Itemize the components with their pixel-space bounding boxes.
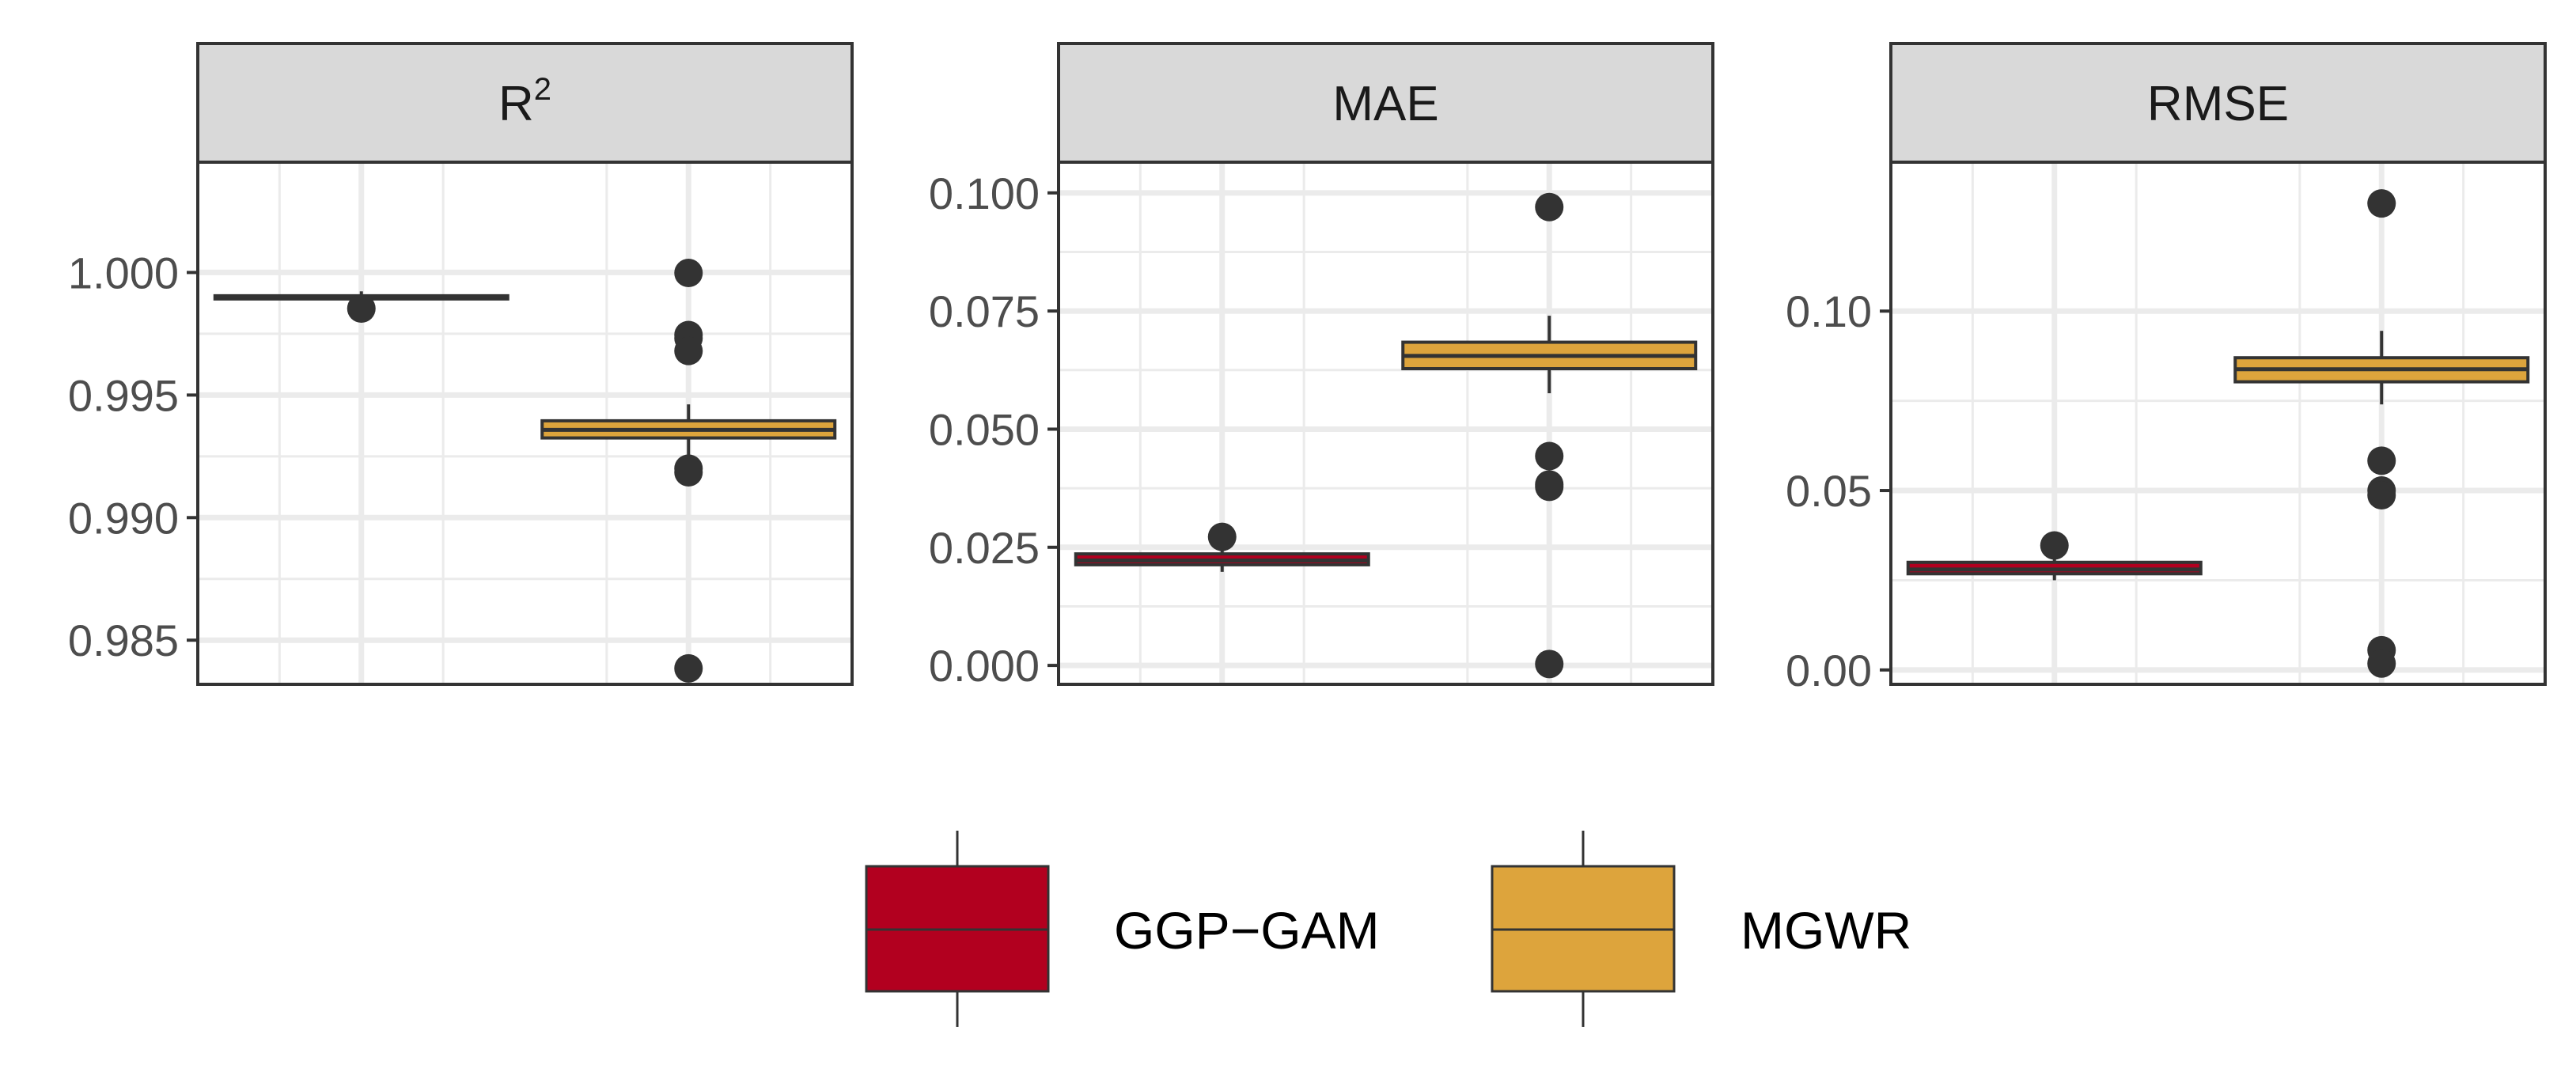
y-tick-label: 0.05 <box>1786 466 1872 516</box>
legend-label: MGWR <box>1741 901 1911 960</box>
strip-background <box>1057 42 1714 164</box>
facet-title: MAE <box>1332 77 1438 131</box>
legend-item: MGWR <box>1491 831 1911 1027</box>
facet-title-superscript: 2 <box>534 72 551 107</box>
panel-background <box>1059 162 1713 684</box>
y-tick-label: 0.075 <box>929 286 1040 336</box>
outlier-point <box>1535 472 1564 502</box>
outlier-point <box>1535 441 1564 471</box>
box-ggp-gam <box>1074 522 1370 572</box>
y-tick-label: 0.050 <box>929 404 1040 454</box>
outlier-point <box>2040 531 2069 560</box>
outlier-point <box>2367 649 2396 678</box>
y-tick-label: 0.100 <box>929 169 1040 218</box>
legend-label: GGP−GAM <box>1114 901 1380 960</box>
panel-background <box>1891 162 2545 684</box>
box-ggp-gam <box>1906 531 2203 581</box>
y-tick-label: 0.995 <box>68 370 179 420</box>
outlier-point <box>2367 446 2396 475</box>
facet-mae: 0.000 0.025 0.050 0.075 0.100 MAE <box>929 42 1714 691</box>
strip-background <box>1889 42 2547 164</box>
facet-title: RMSE <box>2147 77 2289 131</box>
outlier-point <box>2367 480 2396 509</box>
y-tick-label: 0.000 <box>929 641 1040 691</box>
box-mgwr <box>1401 192 1698 679</box>
box-mgwr <box>2233 189 2530 678</box>
outlier-point <box>674 259 703 288</box>
outlier-point <box>1535 650 1564 679</box>
y-tick-label: 0.00 <box>1786 646 1872 695</box>
box-mgwr <box>540 259 837 683</box>
outlier-point <box>347 294 376 323</box>
y-tick-label: 0.985 <box>68 615 179 665</box>
facet-panels: 0.9850.9900.9951.000R20.0000.0250.0500.0… <box>68 42 2547 695</box>
legend-item: GGP−GAM <box>865 831 1380 1027</box>
outlier-point <box>674 336 703 365</box>
outlier-point <box>2367 189 2396 218</box>
outlier-point <box>1207 522 1237 551</box>
outlier-point <box>674 457 703 487</box>
legend: GGP−GAM MGWR <box>865 831 1911 1027</box>
y-tick-label: 0.10 <box>1786 286 1872 336</box>
y-tick-label: 0.990 <box>68 493 179 543</box>
outlier-point <box>674 653 703 683</box>
y-tick-label: 1.000 <box>68 248 179 297</box>
outlier-point <box>1535 192 1564 222</box>
strip-background <box>196 42 854 164</box>
y-tick-label: 0.025 <box>929 523 1040 573</box>
facet-rmse: 0.00 0.05 0.10 RMSE <box>1786 42 2547 695</box>
box-ggp-gam <box>213 291 510 323</box>
